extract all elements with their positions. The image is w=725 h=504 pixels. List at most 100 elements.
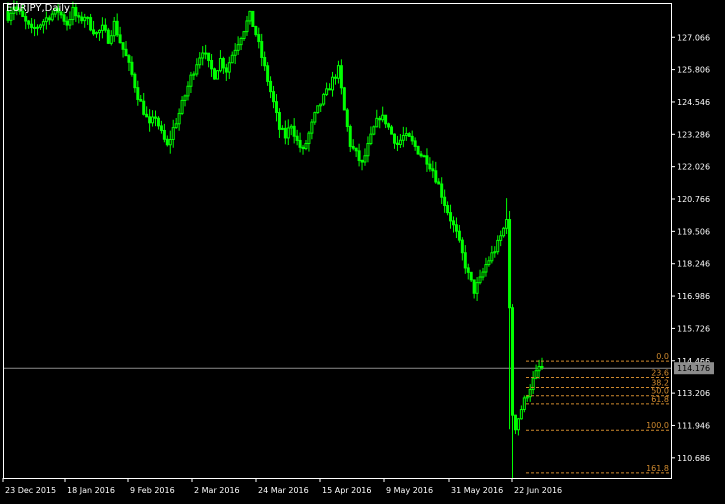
candle-body xyxy=(522,397,526,411)
candle-body xyxy=(440,183,444,198)
candle-body xyxy=(419,153,423,157)
candle-body xyxy=(77,15,81,18)
candle-body xyxy=(289,125,293,129)
candle-body xyxy=(484,264,488,273)
candle-body xyxy=(215,70,219,80)
x-tick-label: 2 Mar 2016 xyxy=(194,486,240,495)
candle-body xyxy=(245,20,249,33)
candle-body xyxy=(366,142,370,157)
candle-body xyxy=(198,57,202,66)
candle-body xyxy=(89,17,93,31)
candle-body xyxy=(298,139,302,148)
candle-body xyxy=(372,126,376,135)
candle-body xyxy=(233,49,237,56)
candle-body xyxy=(115,20,119,36)
candle-body xyxy=(449,212,453,222)
candle-body xyxy=(53,8,57,15)
candle-body xyxy=(481,271,485,278)
candle-body xyxy=(36,26,40,29)
candle-body xyxy=(74,6,78,17)
candle-body xyxy=(59,11,63,16)
candle-body xyxy=(357,150,361,161)
candle-body xyxy=(516,418,520,431)
candle-body xyxy=(12,6,16,14)
fib-level-label: 23.6 xyxy=(651,368,669,377)
candle-body xyxy=(510,307,514,416)
y-tick-label: 120.766 xyxy=(677,195,710,204)
candle-body xyxy=(466,267,470,273)
candle-body xyxy=(192,73,196,76)
fib-level-label: 100.0 xyxy=(646,421,669,430)
x-tick-label: 9 Feb 2016 xyxy=(130,486,175,495)
candle-body xyxy=(224,67,228,73)
candle-body xyxy=(139,98,143,102)
fib-level-label: 61.8 xyxy=(651,395,669,404)
candle-body xyxy=(381,114,385,121)
candle-body xyxy=(50,13,54,21)
candle-body xyxy=(508,219,512,309)
candle-body xyxy=(375,117,379,128)
candle-body xyxy=(387,123,391,128)
candle-body xyxy=(127,55,131,63)
candle-body xyxy=(451,220,455,226)
y-tick-label: 125.806 xyxy=(677,66,710,75)
candle-body xyxy=(269,80,273,93)
candle-body xyxy=(92,29,96,35)
candle-body xyxy=(195,64,199,75)
candle-body xyxy=(145,113,149,118)
candle-body xyxy=(354,147,358,152)
chart-title: EURJPY,Daily xyxy=(6,3,70,14)
candle-body xyxy=(83,16,87,22)
candle-body xyxy=(519,409,523,420)
candle-body xyxy=(310,121,314,134)
candle-body xyxy=(130,61,134,75)
fib-level-label: 161.8 xyxy=(646,464,669,473)
candle-body xyxy=(242,31,246,39)
candle-body xyxy=(266,65,270,82)
y-tick-label: 122.026 xyxy=(677,163,710,172)
candle-body xyxy=(378,117,382,121)
candle-body xyxy=(168,138,172,146)
bid-price-tag xyxy=(674,362,714,375)
candle-body xyxy=(493,251,497,254)
x-tick-label: 24 Mar 2016 xyxy=(258,486,309,495)
candle-body xyxy=(478,276,482,284)
candle-body xyxy=(325,88,329,95)
candle-body xyxy=(328,88,332,91)
candle-body xyxy=(457,230,461,241)
fib-level-label: 50.0 xyxy=(651,387,669,396)
candle-body xyxy=(401,134,405,141)
candle-body xyxy=(65,20,69,26)
y-tick-label: 123.286 xyxy=(677,130,710,139)
candle-body xyxy=(322,93,326,105)
candle-body xyxy=(30,23,34,28)
y-tick-label: 113.206 xyxy=(677,389,710,398)
candle-body xyxy=(460,239,464,254)
candle-body xyxy=(392,133,396,144)
candle-body xyxy=(345,109,349,128)
candle-body xyxy=(272,91,276,103)
candle-body xyxy=(454,224,458,232)
candle-body xyxy=(159,125,163,131)
x-tick-label: 31 May 2016 xyxy=(451,486,503,495)
candle-body xyxy=(496,239,500,253)
candle-body xyxy=(236,44,240,51)
candle-body xyxy=(239,37,243,46)
candle-body xyxy=(56,8,60,13)
y-tick-label: 124.546 xyxy=(677,98,710,107)
candle-body xyxy=(431,168,435,172)
candle-body xyxy=(463,252,467,269)
candle-body xyxy=(404,133,408,136)
candle-body xyxy=(487,260,491,266)
candle-body xyxy=(257,34,261,43)
candle-body xyxy=(342,87,346,111)
candle-body xyxy=(133,73,137,89)
candle-body xyxy=(189,74,193,87)
candle-body xyxy=(186,85,190,97)
candle-body xyxy=(165,138,169,146)
candle-body xyxy=(369,133,373,144)
candle-body xyxy=(248,10,252,22)
candle-body xyxy=(428,163,432,170)
candle-body xyxy=(490,252,494,262)
candle-body xyxy=(109,35,113,44)
